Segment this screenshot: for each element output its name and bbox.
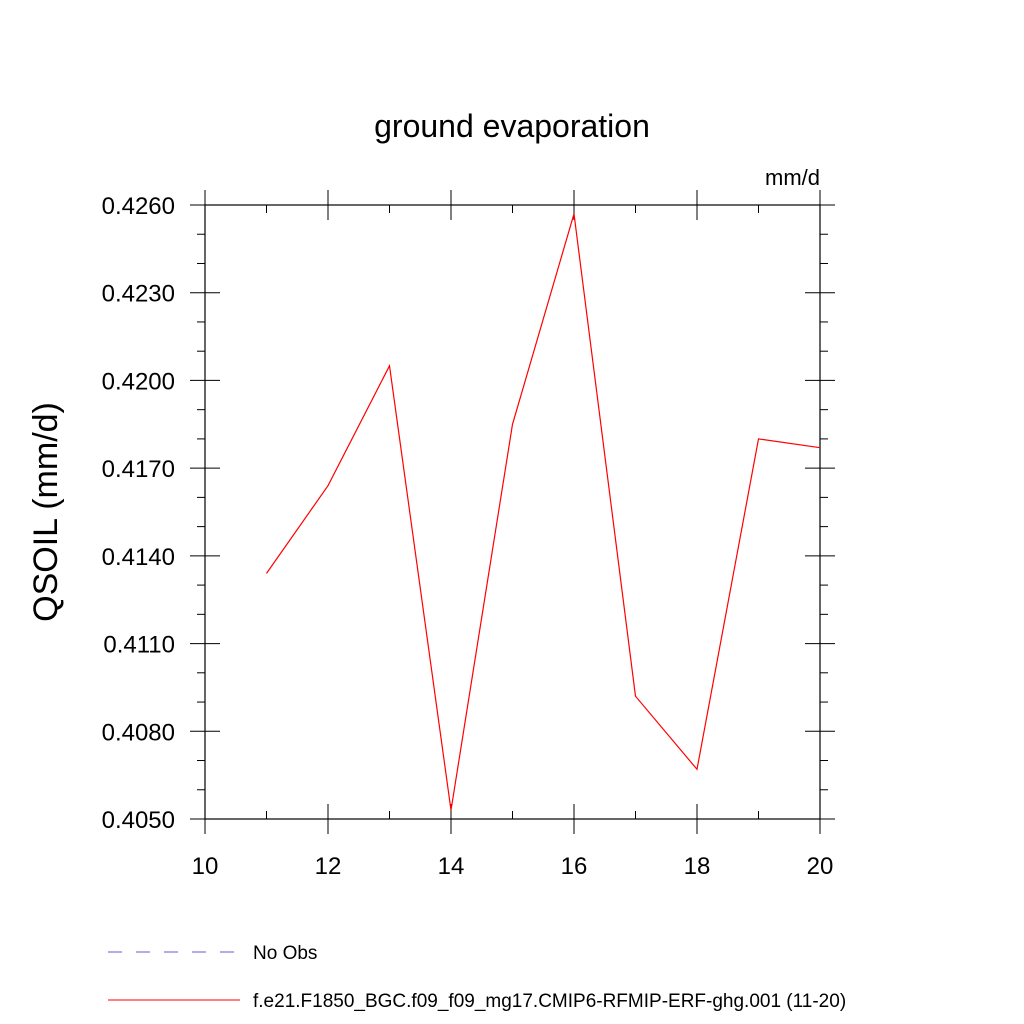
series-layer xyxy=(266,213,821,811)
x-tick-label: 20 xyxy=(807,853,834,880)
y-tick-label: 0.4110 xyxy=(103,632,175,659)
x-tick-label: 16 xyxy=(561,853,588,880)
y-axis-label: QSOIL (mm/d) xyxy=(27,402,65,622)
y-tick-label: 0.4170 xyxy=(102,456,175,483)
x-tick-label: 14 xyxy=(438,853,465,880)
series-line xyxy=(266,213,821,811)
legend-label: f.e21.F1850_BGC.f09_f09_mg17.CMIP6-RFMIP… xyxy=(253,991,846,1012)
y-tick-label: 0.4140 xyxy=(102,544,175,571)
x-axis: 10 12 14 16 18 20 xyxy=(192,190,834,880)
y-tick-label: 0.4050 xyxy=(102,807,175,834)
y-axis: 0.4050 0.4080 0.4110 0.4140 0.4170 0.4200 0.42… xyxy=(102,193,835,834)
y-tick-label: 0.4200 xyxy=(102,368,175,395)
y-tick-label: 0.4260 xyxy=(102,193,175,220)
plot-frame xyxy=(204,204,821,820)
x-tick-label: 18 xyxy=(684,853,711,880)
chart-title: ground evaporation xyxy=(374,108,650,144)
legend: No Obs f.e21.F1850_BGC.f09_f09_mg17.CMIP6… xyxy=(108,943,846,1012)
legend-label: No Obs xyxy=(253,943,317,964)
y-tick-label: 0.4080 xyxy=(102,719,175,746)
units-label: mm/d xyxy=(765,165,820,190)
y-tick-label: 0.4230 xyxy=(102,281,175,308)
x-tick-label: 12 xyxy=(315,853,342,880)
plot-border xyxy=(204,204,821,820)
x-tick-label: 10 xyxy=(192,853,219,880)
